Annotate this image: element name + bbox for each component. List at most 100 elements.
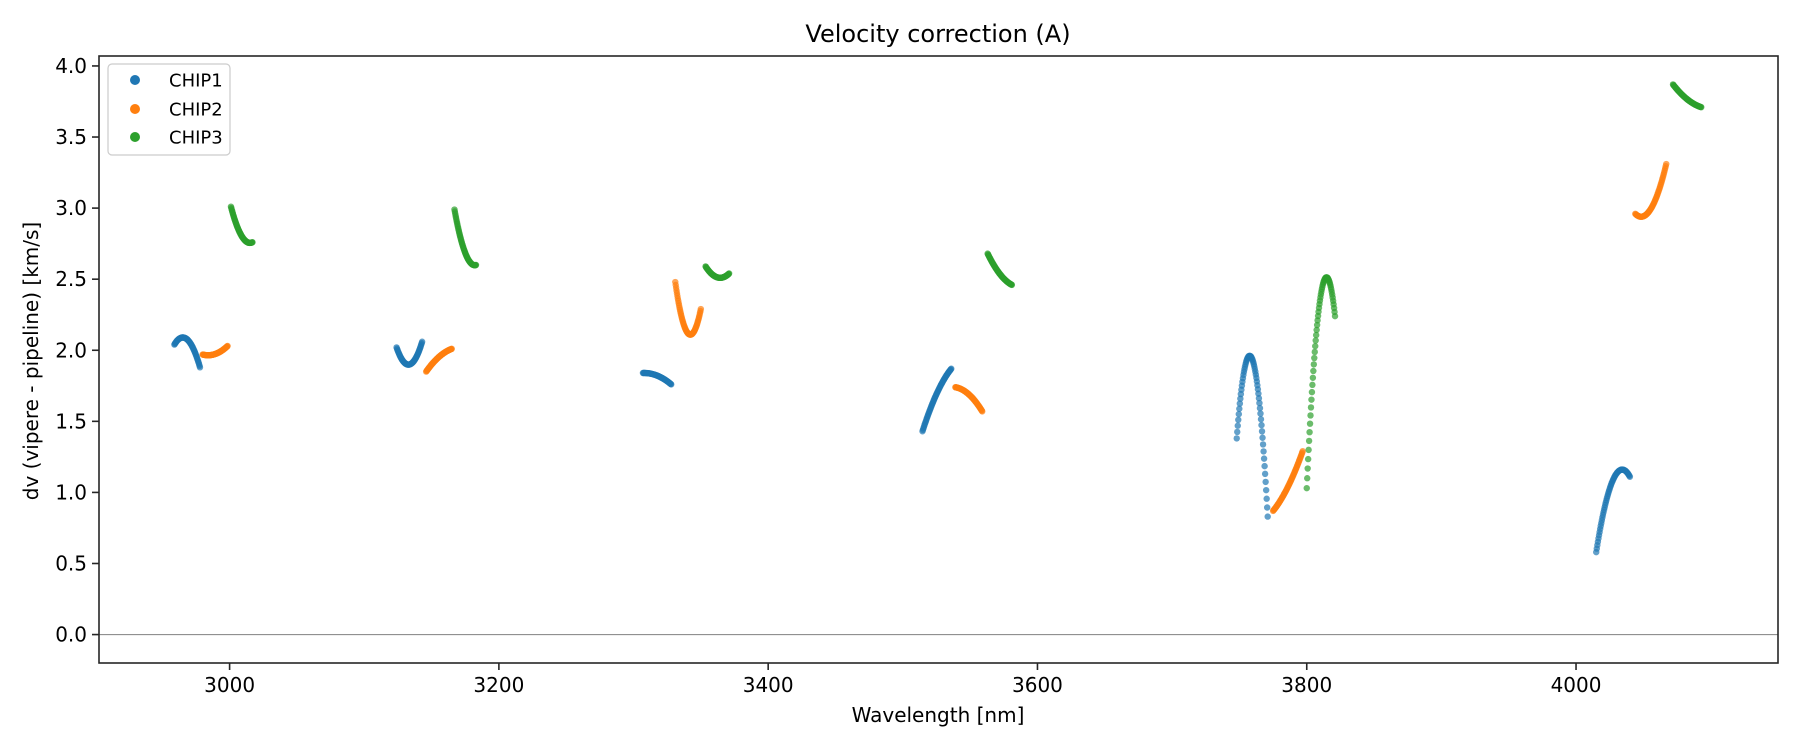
x-tick-label: 3000: [204, 673, 255, 697]
data-point: [1304, 465, 1311, 472]
data-point: [1307, 404, 1315, 411]
data-point: [1299, 447, 1306, 455]
data-point: [1258, 421, 1265, 429]
data-point: [1308, 388, 1316, 396]
series-chip2: [199, 160, 1670, 515]
y-tick-label: 1.0: [55, 480, 87, 504]
data-point: [1259, 441, 1267, 448]
data-point: [1263, 495, 1270, 502]
data-point: [1304, 475, 1311, 482]
x-tick-label: 3600: [1012, 673, 1063, 697]
data-point: [1698, 103, 1705, 111]
data-point: [1262, 486, 1270, 494]
data-point: [1260, 448, 1267, 455]
data-point: [448, 345, 455, 353]
data-markers: [171, 81, 1705, 556]
data-point: [1235, 416, 1242, 423]
y-tick-label: 1.5: [55, 409, 87, 433]
y-axis-label: dv (vipere - pipeline) [km/s]: [19, 222, 43, 500]
legend-label-chip3: CHIP3: [169, 128, 223, 149]
data-point: [1261, 462, 1268, 470]
legend-marker-chip2: [130, 104, 140, 114]
y-axis-ticks: 0.0 0.5 1.0 1.5 2.0 2.5 3.0 3.5 4.0: [55, 54, 99, 647]
data-point: [1261, 470, 1269, 478]
data-point: [1233, 435, 1240, 442]
legend-marker-chip1: [130, 75, 140, 85]
data-point: [1259, 434, 1266, 441]
legend-label-chip1: CHIP1: [169, 71, 223, 92]
data-point: [668, 381, 675, 388]
data-point: [1312, 342, 1319, 350]
data-point: [1256, 404, 1264, 412]
data-point: [1008, 281, 1016, 289]
data-point: [1255, 395, 1263, 402]
data-point: [1308, 396, 1315, 403]
data-point: [1264, 513, 1271, 520]
data-point: [1305, 446, 1312, 454]
data-point: [1235, 410, 1243, 418]
y-tick-label: 0.0: [55, 623, 87, 647]
data-point: [1263, 504, 1271, 511]
data-point: [1234, 428, 1241, 436]
series-chip1: [171, 334, 1634, 556]
data-point: [1311, 354, 1318, 362]
data-point: [1237, 395, 1244, 402]
data-point: [1303, 484, 1310, 492]
data-point: [1304, 455, 1312, 463]
data-point: [1234, 422, 1241, 429]
legend-box: [107, 63, 231, 156]
data-point: [1306, 428, 1313, 436]
legend-label-chip2: CHIP2: [169, 100, 223, 121]
data-point: [1312, 337, 1319, 344]
y-tick-label: 3.5: [55, 125, 87, 149]
data-point: [1331, 312, 1339, 320]
data-point: [979, 408, 986, 415]
data-point: [1236, 405, 1243, 412]
data-point: [725, 270, 733, 277]
y-tick-label: 3.0: [55, 196, 87, 220]
data-point: [249, 239, 256, 246]
data-point: [224, 342, 231, 350]
data-point: [1305, 437, 1313, 445]
data-point: [1257, 416, 1265, 423]
data-point: [1257, 410, 1264, 417]
x-tick-label: 3400: [743, 673, 794, 697]
data-point: [418, 338, 426, 345]
series-chip3: [227, 81, 1705, 492]
data-point: [1262, 478, 1269, 486]
legend-marker-chip3: [130, 132, 140, 142]
data-point: [1307, 412, 1314, 419]
data-point: [472, 261, 480, 269]
data-point: [1258, 428, 1266, 435]
x-tick-label: 3200: [473, 673, 524, 697]
data-point: [1256, 399, 1263, 407]
x-axis-label: Wavelength [nm]: [852, 703, 1025, 727]
data-point: [1312, 331, 1320, 339]
y-tick-label: 4.0: [55, 54, 87, 78]
data-point: [196, 364, 204, 371]
x-tick-label: 3800: [1281, 673, 1332, 697]
data-point: [1663, 160, 1670, 168]
data-point: [1311, 348, 1318, 356]
y-tick-label: 2.0: [55, 338, 87, 362]
chart-title: Velocity correction (A): [805, 20, 1070, 48]
data-point: [1309, 374, 1317, 381]
x-tick-label: 4000: [1551, 673, 1602, 697]
data-point: [1313, 326, 1320, 334]
x-axis-ticks: 3000 3200 3400 3600 3800 4000: [204, 663, 1601, 697]
y-tick-label: 2.5: [55, 267, 87, 291]
y-tick-label: 0.5: [55, 551, 87, 575]
data-point: [1306, 420, 1314, 427]
data-point: [1310, 361, 1318, 368]
data-point: [1626, 473, 1634, 480]
data-point: [1260, 455, 1268, 462]
axes-frame: [98, 55, 1779, 664]
data-point: [697, 305, 705, 313]
data-point: [1310, 367, 1317, 375]
data-point: [948, 365, 955, 372]
data-point: [1313, 321, 1321, 329]
legend: CHIP1 CHIP2 CHIP3: [107, 63, 231, 156]
data-point: [1236, 400, 1244, 407]
data-point: [1309, 381, 1316, 389]
